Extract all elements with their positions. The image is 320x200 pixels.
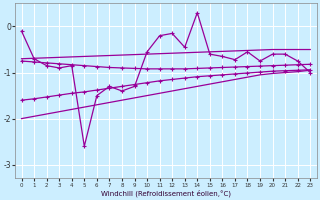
X-axis label: Windchill (Refroidissement éolien,°C): Windchill (Refroidissement éolien,°C) (101, 189, 231, 197)
